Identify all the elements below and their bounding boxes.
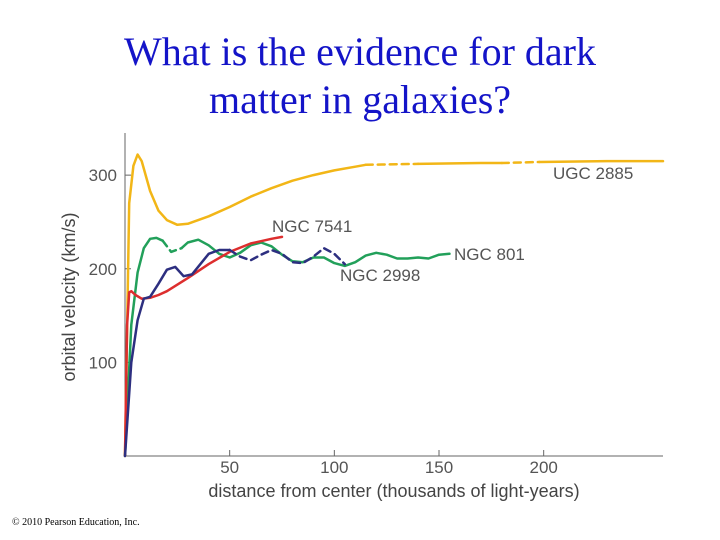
x-tick-label: 100 <box>320 458 348 477</box>
ngc-801-curve-dashed <box>161 239 183 254</box>
x-tick-label: 50 <box>220 458 239 477</box>
series-label-ugc-2885: UGC 2885 <box>553 164 633 183</box>
ugc-2885-curve-dashed-2 <box>500 160 541 165</box>
plot-background <box>125 133 663 456</box>
data-curves <box>123 153 665 458</box>
series-label-ngc-2998: NGC 2998 <box>340 266 420 285</box>
x-tick-label: 200 <box>529 458 557 477</box>
ngc-801-curve <box>123 236 164 458</box>
y-tick-label: 100 <box>89 353 117 372</box>
y-axis-title: orbital velocity (km/s) <box>59 212 79 381</box>
slide-title-line-1: What is the evidence for dark <box>123 29 596 74</box>
ugc-2885-curve-dashed <box>364 162 420 167</box>
ugc-2885-curve-2 <box>416 161 504 166</box>
x-axis-title: distance from center (thousands of light… <box>208 481 579 501</box>
series-labels: UGC 2885 NGC 7541 NGC 801 NGC 2998 <box>272 164 633 285</box>
series-label-ngc-801: NGC 801 <box>454 245 525 264</box>
ngc-7541-curve <box>123 235 284 458</box>
x-tick-label: 150 <box>425 458 453 477</box>
ngc-2998-curve <box>123 248 231 458</box>
series-label-ngc-7541: NGC 7541 <box>272 217 352 236</box>
slide-title-line-2: matter in galaxies? <box>208 77 512 122</box>
ugc-2885-curve <box>123 153 367 458</box>
slide-title: What is the evidence for dark matter in … <box>0 28 720 124</box>
y-tick-label: 200 <box>89 260 117 279</box>
axis-ticks: 50 100 150 200 100 200 300 <box>89 166 558 477</box>
ngc-2998-curve-dashed <box>228 246 347 266</box>
y-tick-label: 300 <box>89 166 117 185</box>
copyright-notice: © 2010 Pearson Education, Inc. <box>12 517 140 528</box>
ugc-2885-curve-3 <box>538 159 665 164</box>
